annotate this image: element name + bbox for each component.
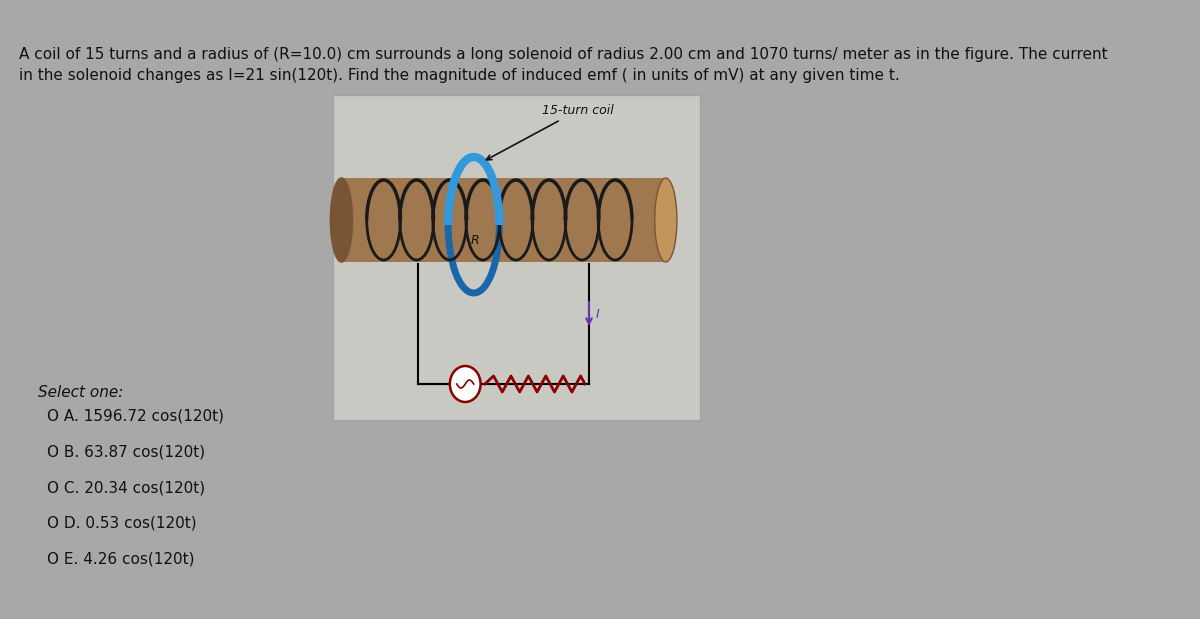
Text: O A. 1596.72 cos(120t): O A. 1596.72 cos(120t)	[47, 408, 224, 423]
Text: Select one:: Select one:	[38, 385, 124, 400]
Ellipse shape	[655, 178, 677, 262]
Ellipse shape	[330, 178, 353, 262]
Text: O E. 4.26 cos(120t): O E. 4.26 cos(120t)	[47, 552, 194, 567]
Text: O D. 0.53 cos(120t): O D. 0.53 cos(120t)	[47, 516, 197, 531]
Text: O C. 20.34 cos(120t): O C. 20.34 cos(120t)	[47, 480, 205, 495]
Text: A coil of 15 turns and a radius of (R=10.0) cm surrounds a long solenoid of radi: A coil of 15 turns and a radius of (R=10…	[19, 47, 1108, 62]
Text: R: R	[472, 233, 480, 246]
Text: I: I	[596, 308, 600, 321]
Text: O B. 63.87 cos(120t): O B. 63.87 cos(120t)	[47, 444, 205, 459]
Bar	[332, 95, 700, 420]
Bar	[342, 178, 666, 262]
Text: in the solenoid changes as I=21 sin(120t). Find the magnitude of induced emf ( i: in the solenoid changes as I=21 sin(120t…	[19, 68, 900, 83]
Circle shape	[450, 366, 480, 402]
Text: 15-turn coil: 15-turn coil	[486, 104, 613, 160]
